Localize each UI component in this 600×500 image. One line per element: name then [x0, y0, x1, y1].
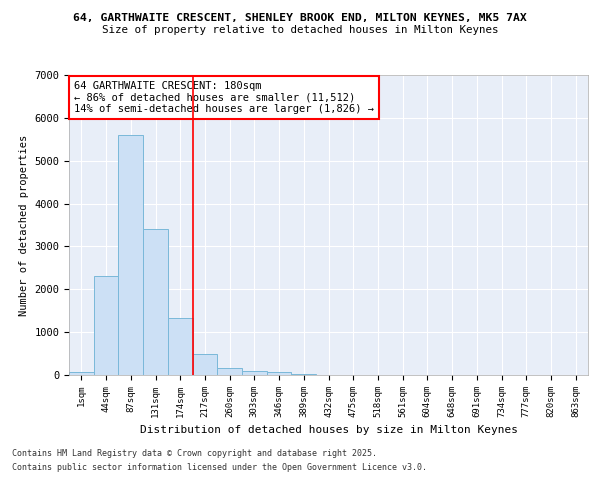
Text: Contains HM Land Registry data © Crown copyright and database right 2025.: Contains HM Land Registry data © Crown c…	[12, 448, 377, 458]
Bar	[193, 354, 217, 375]
X-axis label: Distribution of detached houses by size in Milton Keynes: Distribution of detached houses by size …	[139, 426, 517, 436]
Bar	[94, 276, 118, 375]
Bar	[69, 372, 94, 375]
Bar	[143, 230, 168, 375]
Bar	[292, 374, 316, 375]
Bar	[217, 368, 242, 375]
Bar	[168, 318, 193, 375]
Bar	[118, 135, 143, 375]
Text: Contains public sector information licensed under the Open Government Licence v3: Contains public sector information licen…	[12, 464, 427, 472]
Bar	[242, 371, 267, 375]
Y-axis label: Number of detached properties: Number of detached properties	[19, 134, 29, 316]
Bar	[267, 372, 292, 375]
Text: 64 GARTHWAITE CRESCENT: 180sqm
← 86% of detached houses are smaller (11,512)
14%: 64 GARTHWAITE CRESCENT: 180sqm ← 86% of …	[74, 81, 374, 114]
Text: 64, GARTHWAITE CRESCENT, SHENLEY BROOK END, MILTON KEYNES, MK5 7AX: 64, GARTHWAITE CRESCENT, SHENLEY BROOK E…	[73, 12, 527, 22]
Text: Size of property relative to detached houses in Milton Keynes: Size of property relative to detached ho…	[102, 25, 498, 35]
